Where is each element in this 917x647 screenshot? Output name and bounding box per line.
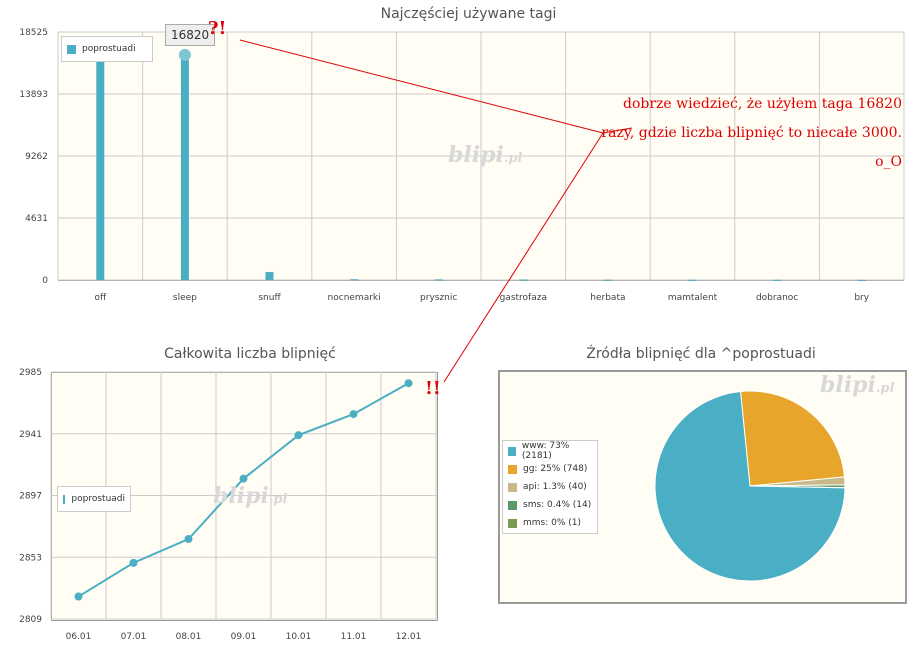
bar xyxy=(519,279,528,281)
y-tick-label: 2897 xyxy=(19,492,42,502)
x-tick-label: bry xyxy=(854,293,869,303)
line-chart-watermark: blipi.pl xyxy=(213,483,288,509)
bar xyxy=(180,54,189,280)
data-point xyxy=(74,592,83,601)
bar xyxy=(96,56,105,280)
legend-swatch xyxy=(67,44,76,54)
x-tick-label: herbata xyxy=(590,293,625,303)
x-tick-label: 10.01 xyxy=(286,632,312,642)
y-tick-label: 0 xyxy=(42,276,48,286)
x-tick-label: 09.01 xyxy=(231,632,257,642)
legend-swatch xyxy=(63,494,66,504)
x-tick-label: 06.01 xyxy=(66,632,92,642)
pie-legend-label: api: 1.3% (40) xyxy=(523,482,587,492)
annotation-arrow-bottom xyxy=(443,132,604,383)
data-point xyxy=(349,410,358,419)
data-point xyxy=(129,558,138,567)
bar xyxy=(434,279,443,281)
x-tick-label: sleep xyxy=(173,293,197,303)
y-tick-label: 18525 xyxy=(19,28,48,38)
x-tick-label: snuff xyxy=(258,293,281,303)
bar xyxy=(603,279,612,281)
pie-legend-item: www: 73% (2181) xyxy=(508,441,592,461)
top-chart-legend: poprostuadi xyxy=(61,36,153,62)
x-tick-label: mamtalent xyxy=(668,293,718,303)
top-chart-title: Najczęściej używane tagi xyxy=(380,6,557,22)
annotation-line-1: dobrze wiedzieć, że użyłem taga 16820 xyxy=(623,96,902,112)
y-tick-label: 2985 xyxy=(19,368,42,378)
y-tick-label: 4631 xyxy=(25,214,48,224)
pie-legend-label: sms: 0.4% (14) xyxy=(523,500,592,510)
y-tick-label: 2941 xyxy=(19,430,42,440)
bar xyxy=(688,279,697,281)
x-tick-label: 11.01 xyxy=(341,632,367,642)
line-annotation-mark: !! xyxy=(425,378,441,399)
bar xyxy=(857,279,866,281)
x-tick-label: 07.01 xyxy=(121,632,147,642)
annotation-arrow-top xyxy=(239,39,633,134)
y-tick-label: 2809 xyxy=(19,615,42,625)
legend-swatch xyxy=(508,464,517,474)
data-point xyxy=(184,535,193,544)
legend-swatch xyxy=(508,518,517,528)
data-point xyxy=(294,431,303,440)
x-tick-label: 12.01 xyxy=(396,632,422,642)
line-chart-title: Całkowita liczba blipnięć xyxy=(164,346,336,362)
x-tick-label: gastrofaza xyxy=(500,293,547,303)
annotation-line-3: o_O xyxy=(875,154,902,170)
pie-legend-label: www: 73% (2181) xyxy=(521,441,570,461)
pie-legend-item: gg: 25% (748) xyxy=(508,460,592,478)
bar xyxy=(350,279,359,281)
tooltip-annotation-mark: ?! xyxy=(208,18,227,39)
pie-legend-item: mms: 0% (1) xyxy=(508,514,592,532)
x-tick-label: 08.01 xyxy=(176,632,202,642)
annotation-line-2: razy, gdzie liczba blipnięć to niecałe 3… xyxy=(601,125,902,141)
y-tick-label: 2853 xyxy=(19,553,42,563)
pie-legend-label: mms: 0% (1) xyxy=(523,518,582,528)
y-tick-label: 9262 xyxy=(25,152,48,162)
bar-highlight-point xyxy=(178,48,191,61)
x-tick-label: dobranoc xyxy=(756,293,798,303)
pie-slice xyxy=(654,390,846,582)
bar xyxy=(773,279,782,281)
x-tick-label: off xyxy=(94,293,107,303)
legend-swatch xyxy=(508,446,516,456)
x-tick-label: prysznic xyxy=(420,293,457,303)
legend-series-label: poprostuadi xyxy=(82,44,136,54)
pie-legend-item: sms: 0.4% (14) xyxy=(508,496,592,514)
pie-legend-item: api: 1.3% (40) xyxy=(508,478,592,496)
data-point xyxy=(404,379,413,388)
legend-series-label: poprostuadi xyxy=(71,494,125,504)
data-point xyxy=(239,474,248,483)
pie-chart-title: Źródła blipnięć dla ^poprostuadi xyxy=(586,346,816,362)
bar xyxy=(265,271,274,280)
annotation-text: dobrze wiedzieć, że użyłem taga 16820 ra… xyxy=(560,90,902,177)
line-chart-legend: poprostuadi xyxy=(57,486,131,512)
pie-chart-watermark: blipi.pl xyxy=(820,372,895,398)
bar-value-tooltip: 16820 xyxy=(165,24,216,46)
y-tick-label: 13893 xyxy=(19,90,48,100)
legend-swatch xyxy=(508,500,517,510)
x-tick-label: nocnemarki xyxy=(328,293,381,303)
pie-slice xyxy=(739,390,846,487)
pie-legend-label: gg: 25% (748) xyxy=(523,464,588,474)
top-chart-watermark: blipi.pl xyxy=(448,142,523,168)
legend-swatch xyxy=(508,482,517,492)
pie-chart-legend: www: 73% (2181) gg: 25% (748) api: 1.3% (4… xyxy=(502,440,598,534)
